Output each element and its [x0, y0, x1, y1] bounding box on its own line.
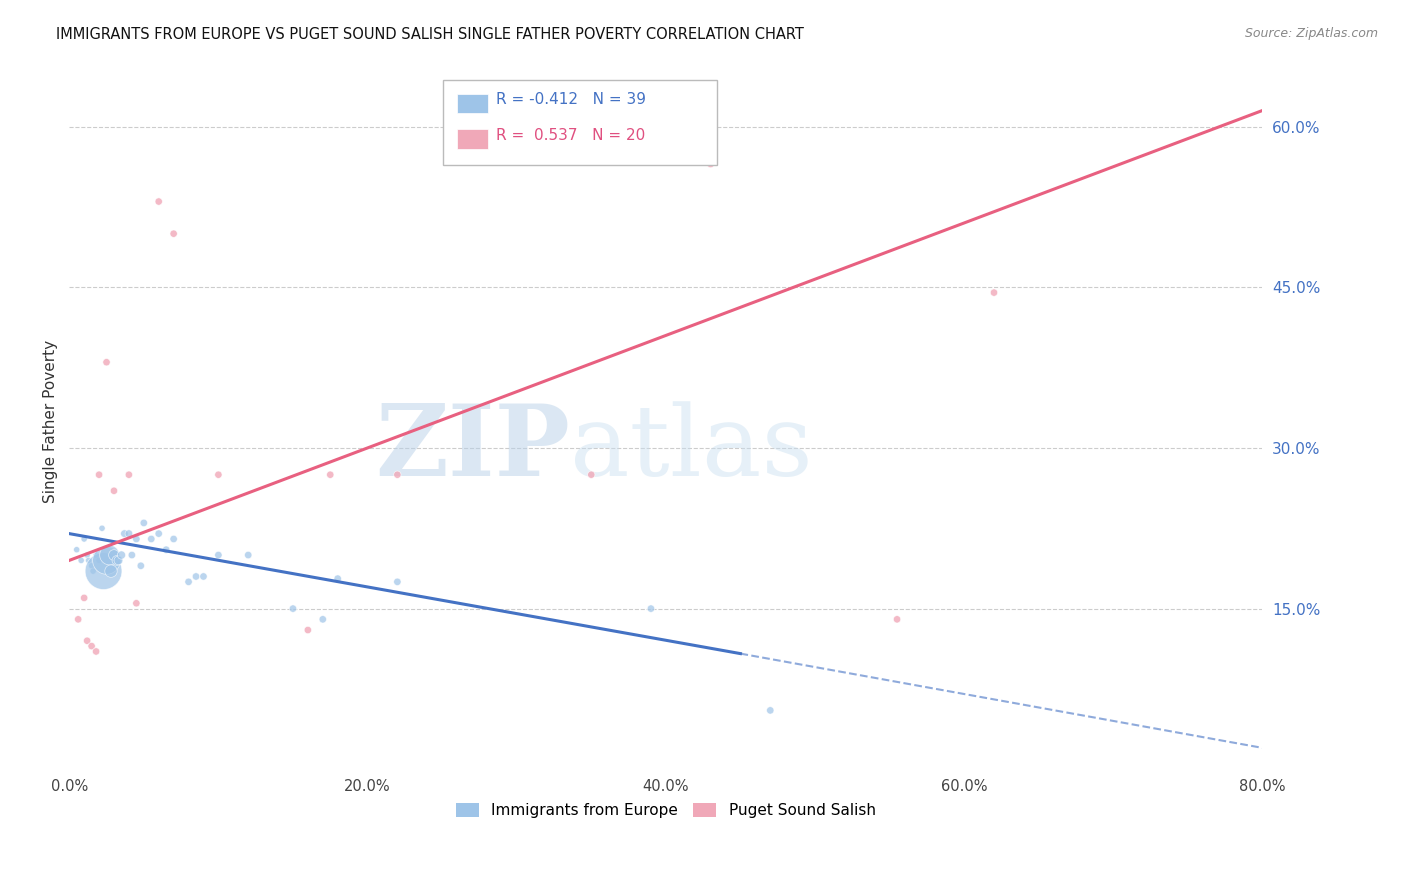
Point [148, 526, 170, 541]
Point [387, 467, 409, 482]
Point [312, 612, 335, 626]
Text: Source: ZipAtlas.com: Source: ZipAtlas.com [1244, 27, 1378, 40]
Point [184, 569, 207, 583]
Point [238, 548, 260, 562]
Point [80, 558, 103, 573]
Point [177, 574, 200, 589]
Point [141, 532, 163, 546]
Point [319, 467, 342, 482]
Point [96, 553, 118, 567]
Point [70, 553, 93, 567]
Point [118, 526, 141, 541]
Point [387, 574, 409, 589]
Y-axis label: Single Father Poverty: Single Father Poverty [44, 340, 58, 503]
Point [326, 572, 349, 586]
Point [112, 526, 135, 541]
Point [91, 521, 114, 535]
Point [207, 548, 229, 562]
Text: R =  0.537   N = 20: R = 0.537 N = 20 [496, 128, 645, 143]
Point [107, 553, 129, 567]
Point [73, 532, 96, 546]
Point [281, 601, 304, 615]
Point [118, 467, 141, 482]
Point [66, 542, 89, 557]
Point [103, 548, 125, 562]
Point [125, 596, 148, 610]
Point [162, 227, 184, 241]
Point [193, 569, 215, 583]
Point [162, 532, 184, 546]
Point [297, 623, 319, 637]
Point [100, 564, 122, 578]
Point [132, 516, 155, 530]
Point [640, 601, 662, 615]
Point [581, 467, 603, 482]
Point [699, 157, 721, 171]
Point [983, 285, 1005, 300]
Text: R = -0.412   N = 39: R = -0.412 N = 39 [496, 92, 647, 107]
Point [129, 558, 152, 573]
Point [148, 194, 170, 209]
Point [87, 553, 110, 567]
Point [155, 542, 177, 557]
Point [84, 644, 107, 658]
Point [105, 553, 128, 567]
Point [67, 612, 90, 626]
Point [93, 564, 115, 578]
Point [98, 548, 121, 562]
Point [886, 612, 908, 626]
Point [76, 548, 98, 562]
Point [207, 467, 229, 482]
Point [77, 553, 100, 567]
Text: atlas: atlas [571, 401, 813, 497]
Point [76, 633, 98, 648]
Point [96, 355, 118, 369]
Point [73, 591, 96, 605]
Legend: Immigrants from Europe, Puget Sound Salish: Immigrants from Europe, Puget Sound Sali… [450, 797, 882, 824]
Point [80, 639, 103, 653]
Point [103, 483, 125, 498]
Text: IMMIGRANTS FROM EUROPE VS PUGET SOUND SALISH SINGLE FATHER POVERTY CORRELATION C: IMMIGRANTS FROM EUROPE VS PUGET SOUND SA… [56, 27, 804, 42]
Point [110, 548, 132, 562]
Text: ZIP: ZIP [375, 401, 571, 498]
Point [759, 703, 782, 717]
Point [84, 548, 107, 562]
Point [125, 532, 148, 546]
Point [82, 564, 104, 578]
Point [87, 467, 110, 482]
Point [121, 548, 143, 562]
